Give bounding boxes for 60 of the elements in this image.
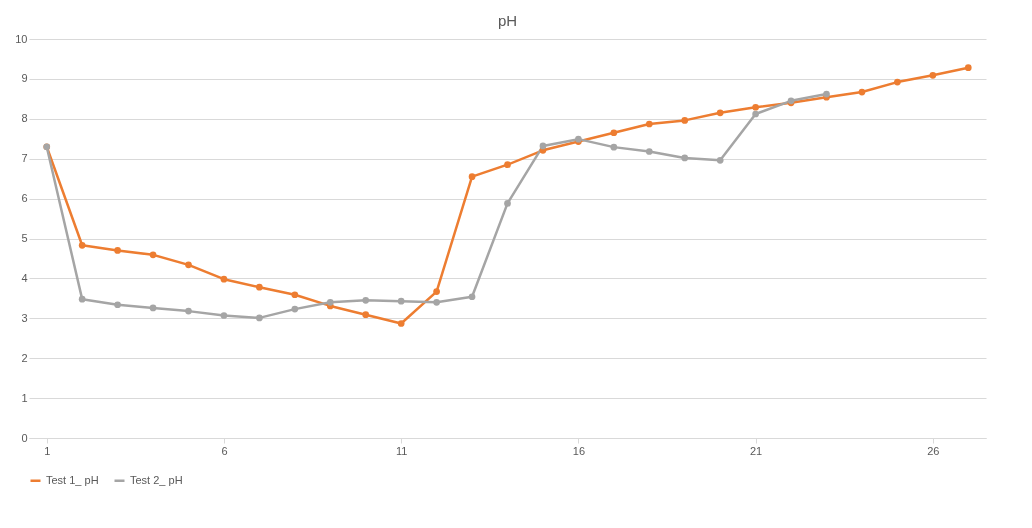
point bbox=[149, 251, 157, 259]
point bbox=[291, 291, 299, 299]
point bbox=[397, 297, 405, 305]
x-tick-label: 21 bbox=[749, 444, 763, 457]
point bbox=[326, 298, 334, 306]
legend-label: Test 1_ pH bbox=[46, 473, 99, 486]
point bbox=[610, 129, 618, 137]
point bbox=[752, 110, 759, 118]
point bbox=[858, 88, 866, 96]
y-tick-label: 1 bbox=[21, 391, 28, 404]
point bbox=[539, 142, 547, 150]
point bbox=[752, 103, 759, 111]
point bbox=[964, 64, 972, 72]
point bbox=[291, 305, 299, 313]
y-tick-label: 6 bbox=[21, 192, 28, 205]
y-tick-label: 5 bbox=[21, 232, 28, 244]
point bbox=[114, 247, 121, 254]
point bbox=[220, 312, 228, 319]
point bbox=[397, 320, 405, 327]
point bbox=[504, 161, 511, 169]
y-tick-label: 0 bbox=[21, 431, 28, 444]
point bbox=[114, 301, 121, 309]
point bbox=[220, 275, 228, 283]
point bbox=[645, 148, 653, 155]
y-tick-label: 3 bbox=[21, 311, 28, 324]
point bbox=[78, 241, 86, 249]
legend-label: Test 2_ pH bbox=[130, 473, 183, 486]
point bbox=[468, 173, 476, 180]
point bbox=[362, 311, 370, 319]
point bbox=[149, 304, 157, 312]
point bbox=[433, 288, 440, 295]
x-tick-label: 16 bbox=[572, 444, 586, 457]
point bbox=[610, 143, 618, 151]
y-tick-label: 9 bbox=[21, 72, 28, 85]
point bbox=[929, 71, 937, 79]
point bbox=[433, 298, 440, 306]
x-tick-label: 26 bbox=[927, 444, 940, 457]
point bbox=[256, 283, 263, 291]
point bbox=[78, 295, 86, 303]
x-tick-label: 6 bbox=[221, 444, 228, 457]
y-tick-label: 7 bbox=[21, 152, 28, 165]
y-tick-label: 10 bbox=[15, 32, 28, 45]
y-tick-label: 8 bbox=[21, 112, 28, 125]
point bbox=[894, 78, 901, 86]
point bbox=[716, 109, 724, 117]
point bbox=[185, 261, 192, 269]
y-tick-label: 4 bbox=[21, 271, 28, 284]
point bbox=[681, 117, 689, 124]
point bbox=[681, 154, 689, 162]
point bbox=[468, 293, 476, 301]
x-tick-label: 1 bbox=[44, 444, 51, 457]
point bbox=[504, 200, 511, 207]
x-tick-label: 11 bbox=[395, 444, 408, 457]
y-tick-label: 2 bbox=[21, 351, 28, 364]
point bbox=[185, 307, 192, 315]
chart-title: pH bbox=[497, 12, 518, 29]
point bbox=[645, 120, 653, 128]
point bbox=[362, 297, 370, 304]
point bbox=[716, 156, 724, 164]
point bbox=[256, 314, 263, 322]
